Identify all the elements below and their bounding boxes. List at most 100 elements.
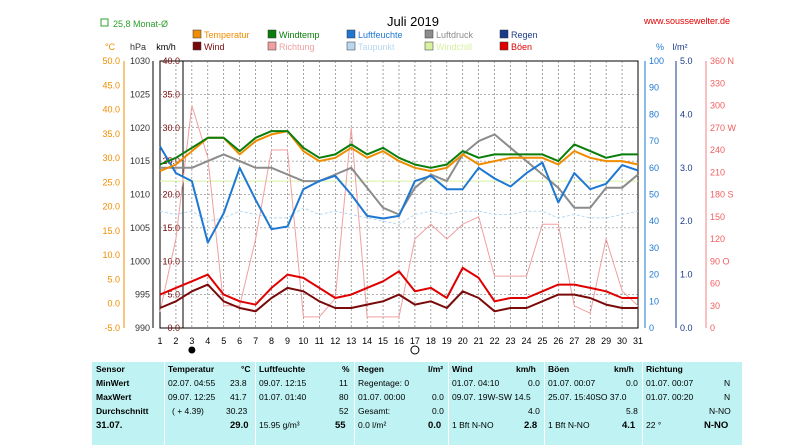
x-tick-label: 27 xyxy=(569,336,579,346)
temp-tick-label: -5.0 xyxy=(104,323,120,333)
x-tick-label: 23 xyxy=(506,336,516,346)
temp-last-value: 29.0 xyxy=(230,420,249,431)
legend-label: Wind xyxy=(204,42,225,52)
pct-tick-label: 30 xyxy=(649,243,659,253)
series-wind xyxy=(159,283,638,313)
statistics-table: Sensor MinWert MaxWert Durchschnitt 31.0… xyxy=(92,362,742,445)
dir-tick-label: 300 xyxy=(710,101,725,111)
temp-unit-label: °C xyxy=(105,42,116,52)
legend-swatch xyxy=(267,29,277,39)
hpa-tick-label: 1025 xyxy=(130,89,150,99)
pct-tick-label: 90 xyxy=(649,83,659,93)
dir-tick-label: 330 xyxy=(710,78,725,88)
legend-label: Windtemp xyxy=(279,30,320,40)
wind-avg-value: 4.0 xyxy=(528,406,540,416)
legend-swatch xyxy=(499,41,509,51)
pct-unit-label: % xyxy=(656,42,664,52)
dir-max-value: N xyxy=(724,392,731,402)
new-moon-icon xyxy=(188,346,196,354)
temp-max-value: 41.7 xyxy=(230,392,247,402)
x-tick-label: 22 xyxy=(490,336,500,346)
wind-max-time: 09.07. 19W-SW 14.5 xyxy=(452,392,531,402)
hpa-tick-label: 1000 xyxy=(130,256,150,266)
header-gust: Böen xyxy=(548,364,570,374)
temp-min-time: 02.07. 04:55 xyxy=(168,378,216,388)
site-link[interactable]: www.soussewelter.de xyxy=(643,16,730,26)
rain-days: Regentage: 0 xyxy=(358,378,410,388)
legend-swatch xyxy=(346,41,356,51)
header-wind-unit: km/h xyxy=(516,364,536,374)
x-tick-label: 29 xyxy=(601,336,611,346)
pct-tick-label: 70 xyxy=(649,136,659,146)
legend-swatch xyxy=(192,29,202,39)
legend-swatch xyxy=(499,29,509,39)
dir-tick-label: 360 N xyxy=(710,56,734,66)
rain-tick-label: 3.0 xyxy=(680,163,693,173)
rain-total-label: Gesamt: xyxy=(358,406,391,416)
series-taupunkt xyxy=(159,207,639,225)
x-tick-label: 17 xyxy=(410,336,420,346)
kmh-tick-label: 30.0 xyxy=(162,123,180,133)
row-label-last: 31.07. xyxy=(96,420,123,431)
hum-max-time: 01.07. 01:40 xyxy=(259,392,307,402)
x-tick-label: 25 xyxy=(537,336,547,346)
pct-tick-label: 60 xyxy=(649,163,659,173)
chart-series xyxy=(159,105,639,318)
full-moon-icon xyxy=(410,345,420,355)
monthly-avg-swatch xyxy=(100,18,109,27)
dir-tick-label: 240 xyxy=(710,145,725,155)
hum-max-value: 80 xyxy=(339,392,349,402)
x-tick-label: 19 xyxy=(442,336,452,346)
header-direction: Richtung xyxy=(646,364,683,374)
pct-tick-label: 10 xyxy=(649,296,659,306)
hpa-unit-label: hPa xyxy=(130,42,146,52)
hpa-tick-label: 1005 xyxy=(130,223,150,233)
gust-max-time: 25.07. 15:40SO 37.0 xyxy=(548,392,627,402)
gust-last-value: 4.1 xyxy=(622,420,636,431)
wind-min-time: 01.07. 04:10 xyxy=(452,378,500,388)
hpa-tick-label: 990 xyxy=(135,323,150,333)
legend-label: Richtung xyxy=(279,42,315,52)
pct-tick-label: 80 xyxy=(649,109,659,119)
temp-tick-label: 30.0 xyxy=(102,153,120,163)
row-label-min: MinWert xyxy=(96,378,130,388)
legend-swatch xyxy=(267,41,277,51)
kmh-tick-label: 35.0 xyxy=(162,89,180,99)
x-tick-label: 30 xyxy=(617,336,627,346)
rain-tick-label: 4.0 xyxy=(680,109,693,119)
wind-min-value: 0.0 xyxy=(528,378,540,388)
pct-tick-label: 40 xyxy=(649,216,659,226)
wind-last-bft: 1 Bft N-NO xyxy=(452,420,494,430)
kmh-tick-label: 5.0 xyxy=(167,290,180,300)
x-tick-label: 10 xyxy=(298,336,308,346)
x-tick-label: 7 xyxy=(253,336,258,346)
hum-last-absolute: 15.95 g/m³ xyxy=(259,420,300,430)
header-wind: Wind xyxy=(452,364,473,374)
x-tick-label: 14 xyxy=(362,336,372,346)
rain-max-time: 01.07. 00:00 xyxy=(358,392,406,402)
table-divider xyxy=(255,362,256,445)
temp-max-time: 09.07. 12:25 xyxy=(168,392,216,402)
header-gust-unit: km/h xyxy=(614,364,634,374)
chart-title: Juli 2019 xyxy=(387,14,439,29)
rain-unit-label: l/m² xyxy=(673,42,688,52)
temp-tick-label: 10.0 xyxy=(102,250,120,260)
legend-swatch xyxy=(424,29,434,39)
dir-tick-label: 150 xyxy=(710,212,725,222)
series-richtung xyxy=(159,105,639,318)
temp-min-value: 23.8 xyxy=(230,378,247,388)
hum-avg-value: 52 xyxy=(339,406,349,416)
temp-tick-label: 45.0 xyxy=(102,80,120,90)
rain-last-amount: 0.0 l/m² xyxy=(358,420,387,430)
table-divider xyxy=(642,362,643,445)
dir-min-time: 01.07. 00:07 xyxy=(646,378,694,388)
temp-tick-label: 20.0 xyxy=(102,202,120,212)
temp-avg-delta: ( + 4.39) xyxy=(172,406,204,416)
dir-last-degrees: 22 ° xyxy=(646,420,662,430)
x-tick-label: 28 xyxy=(585,336,595,346)
dir-tick-label: 270 W xyxy=(710,123,737,133)
rain-tick-label: 1.0 xyxy=(680,270,693,280)
x-tick-label: 26 xyxy=(553,336,563,346)
x-tick-label: 18 xyxy=(426,336,436,346)
dir-min-value: N xyxy=(724,378,731,388)
